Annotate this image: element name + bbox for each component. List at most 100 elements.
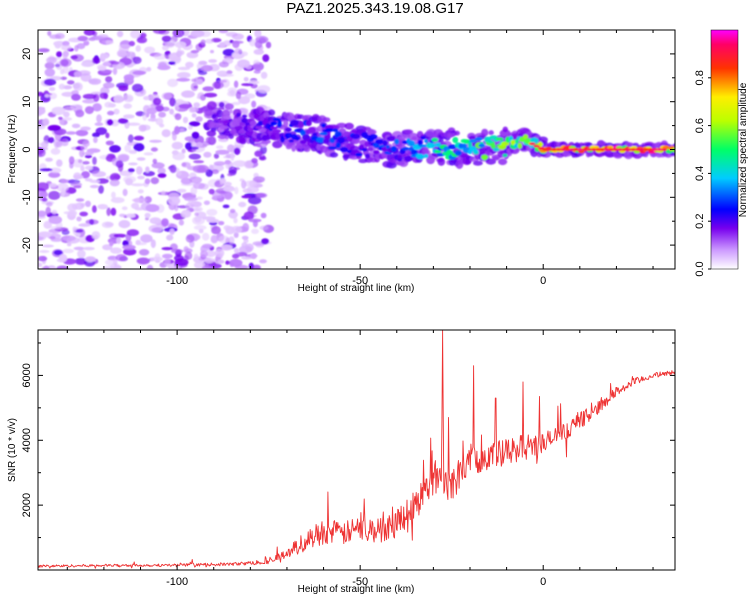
noise-blob — [238, 144, 244, 148]
signal-halo-blob — [272, 140, 283, 149]
signal-core-blob — [514, 139, 519, 144]
noise-blob — [38, 182, 50, 191]
spectrogram-ytick-label: 20 — [21, 48, 33, 60]
noise-blob — [49, 236, 56, 240]
noise-blob — [234, 48, 243, 55]
signal-core-blob — [404, 155, 413, 162]
signal-halo-blob — [211, 121, 220, 128]
noise-blob — [222, 48, 235, 57]
colorbar-tick-label: 0.6 — [694, 118, 706, 133]
noise-blob — [233, 80, 239, 88]
noise-blob — [176, 171, 182, 176]
noise-blob — [116, 30, 124, 38]
noise-blob — [152, 97, 162, 106]
noise-blob — [144, 178, 151, 185]
signal-core-blob — [324, 128, 334, 132]
noise-blob — [78, 223, 91, 227]
noise-blob — [219, 42, 226, 48]
noise-blob — [138, 249, 150, 256]
noise-blobs — [38, 30, 274, 269]
noise-blob — [121, 206, 128, 211]
noise-blob — [150, 239, 156, 249]
noise-blob — [193, 261, 205, 269]
signal-core-blob — [423, 153, 429, 158]
signal-core-blob — [255, 125, 263, 130]
noise-blob — [135, 242, 147, 246]
noise-blob — [150, 177, 159, 185]
noise-blob — [231, 225, 243, 234]
colorbar-frame — [710, 29, 739, 270]
noise-blob — [181, 209, 192, 218]
snr-series-line — [38, 330, 675, 569]
noise-blob — [174, 125, 180, 135]
noise-blob — [188, 200, 195, 205]
noise-blob — [56, 182, 69, 192]
noise-blob — [202, 86, 214, 92]
noise-blob — [190, 186, 198, 196]
noise-blob — [89, 179, 100, 184]
noise-blob — [210, 49, 214, 54]
signal-peak-blob — [621, 148, 628, 151]
noise-blob — [178, 219, 184, 226]
noise-blob — [113, 94, 124, 104]
signal-peak-blob — [634, 148, 641, 151]
signal-halo-blob — [344, 122, 354, 130]
noise-blob — [67, 203, 78, 212]
signal-core-blob — [222, 115, 232, 120]
spectrogram-xlabel: Height of straight line (km) — [298, 283, 415, 294]
signal-core-blob — [434, 149, 442, 154]
noise-blob — [99, 92, 109, 99]
signal-core-blob — [397, 157, 402, 162]
noise-blob — [203, 151, 212, 158]
noise-blob — [45, 202, 53, 207]
noise-blob — [137, 175, 145, 180]
noise-blob — [62, 50, 69, 57]
signal-core-blob — [232, 120, 240, 127]
noise-blob — [77, 35, 88, 42]
noise-blob — [250, 252, 257, 260]
noise-blob — [191, 113, 197, 118]
noise-blob — [171, 249, 184, 254]
noise-blob — [65, 131, 77, 135]
colorbar-tick-label: 0.8 — [694, 70, 706, 85]
signal-peak-blob — [529, 142, 536, 146]
noise-blob — [260, 212, 267, 219]
noise-blob — [227, 173, 233, 177]
noise-blob — [85, 165, 93, 170]
noise-blob — [161, 218, 169, 227]
signal-peak-blob — [656, 148, 663, 151]
signal-core-blob — [487, 140, 494, 144]
noise-blob — [117, 118, 129, 124]
signal-peak-blob — [660, 148, 668, 151]
noise-blob — [193, 225, 207, 231]
noise-blob — [92, 56, 101, 64]
noise-blob — [42, 244, 54, 248]
noise-blob — [251, 228, 259, 234]
noise-blob — [185, 61, 194, 68]
signal-peak-blob — [612, 148, 619, 151]
signal-peak-blob — [625, 148, 633, 151]
noise-blob — [203, 92, 218, 98]
colorbar-ticks: 0.0 0.2 0.4 0.6 0.8 — [694, 70, 711, 277]
noise-blob — [123, 103, 132, 109]
colorbar-tick-label: 0.4 — [694, 166, 706, 181]
noise-blob — [183, 246, 189, 253]
signal-halo-blob — [447, 133, 456, 138]
noise-blob — [109, 179, 120, 187]
noise-blob — [178, 103, 193, 109]
signal-halo-blob — [404, 129, 414, 134]
signal-peak-blob — [533, 144, 540, 148]
noise-blob — [184, 197, 198, 202]
noise-blob — [241, 83, 254, 87]
noise-blob — [50, 226, 62, 230]
noise-blob — [83, 30, 96, 36]
noise-blob — [142, 112, 147, 121]
noise-blob — [92, 171, 106, 178]
noise-blob — [206, 208, 218, 216]
signal-core-blob — [382, 140, 388, 147]
noise-blob — [56, 159, 63, 167]
noise-blob — [92, 103, 102, 112]
signal-core-blob — [328, 146, 337, 150]
noise-blob — [253, 49, 265, 55]
noise-blob — [127, 168, 135, 173]
